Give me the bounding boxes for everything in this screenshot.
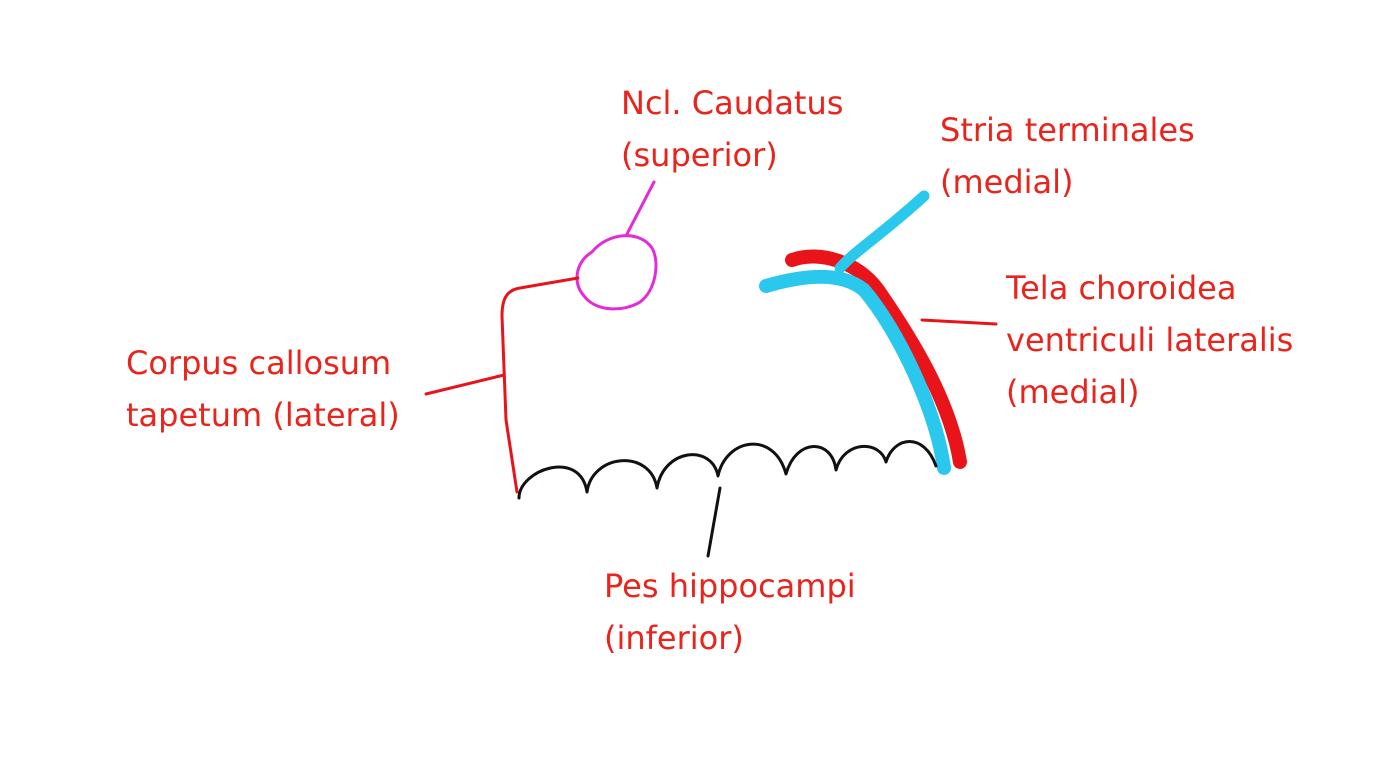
label-corpus-callosum: Corpus callosum tapetum (lateral) bbox=[126, 337, 400, 441]
label-ncl-caudatus: Ncl. Caudatus (superior) bbox=[621, 77, 843, 181]
stria-pointer bbox=[834, 190, 930, 274]
corpus-pointer bbox=[424, 373, 506, 396]
stria-curve bbox=[759, 269, 951, 475]
label-stria-terminales-line2: (medial) bbox=[940, 163, 1074, 201]
label-corpus-callosum-line1: Corpus callosum bbox=[126, 344, 392, 382]
label-tela-choroidea-line3: (medial) bbox=[1006, 373, 1140, 411]
pes-pointer bbox=[706, 486, 722, 558]
label-tela-choroidea: Tela choroidea ventriculi lateralis (med… bbox=[1006, 262, 1293, 418]
corpus-bracket bbox=[500, 276, 580, 494]
label-stria-terminales-line1: Stria terminales bbox=[940, 111, 1195, 149]
label-tela-choroidea-line1: Tela choroidea bbox=[1006, 269, 1237, 307]
label-pes-hippocampi-line2: (inferior) bbox=[604, 619, 744, 657]
label-stria-terminales: Stria terminales (medial) bbox=[940, 104, 1195, 208]
label-pes-hippocampi: Pes hippocampi (inferior) bbox=[604, 560, 856, 664]
tela-pointer bbox=[920, 318, 998, 326]
tela-curve bbox=[785, 249, 967, 469]
label-ncl-caudatus-line1: Ncl. Caudatus bbox=[621, 84, 844, 122]
label-tela-choroidea-line2: ventriculi lateralis bbox=[1006, 321, 1294, 359]
pes-scallops bbox=[517, 440, 938, 500]
caudatus-circle bbox=[575, 234, 658, 311]
label-ncl-caudatus-line2: (superior) bbox=[621, 136, 778, 174]
label-pes-hippocampi-line1: Pes hippocampi bbox=[604, 567, 856, 605]
label-corpus-callosum-line2: tapetum (lateral) bbox=[126, 396, 400, 434]
caudatus-pointer bbox=[625, 180, 656, 236]
